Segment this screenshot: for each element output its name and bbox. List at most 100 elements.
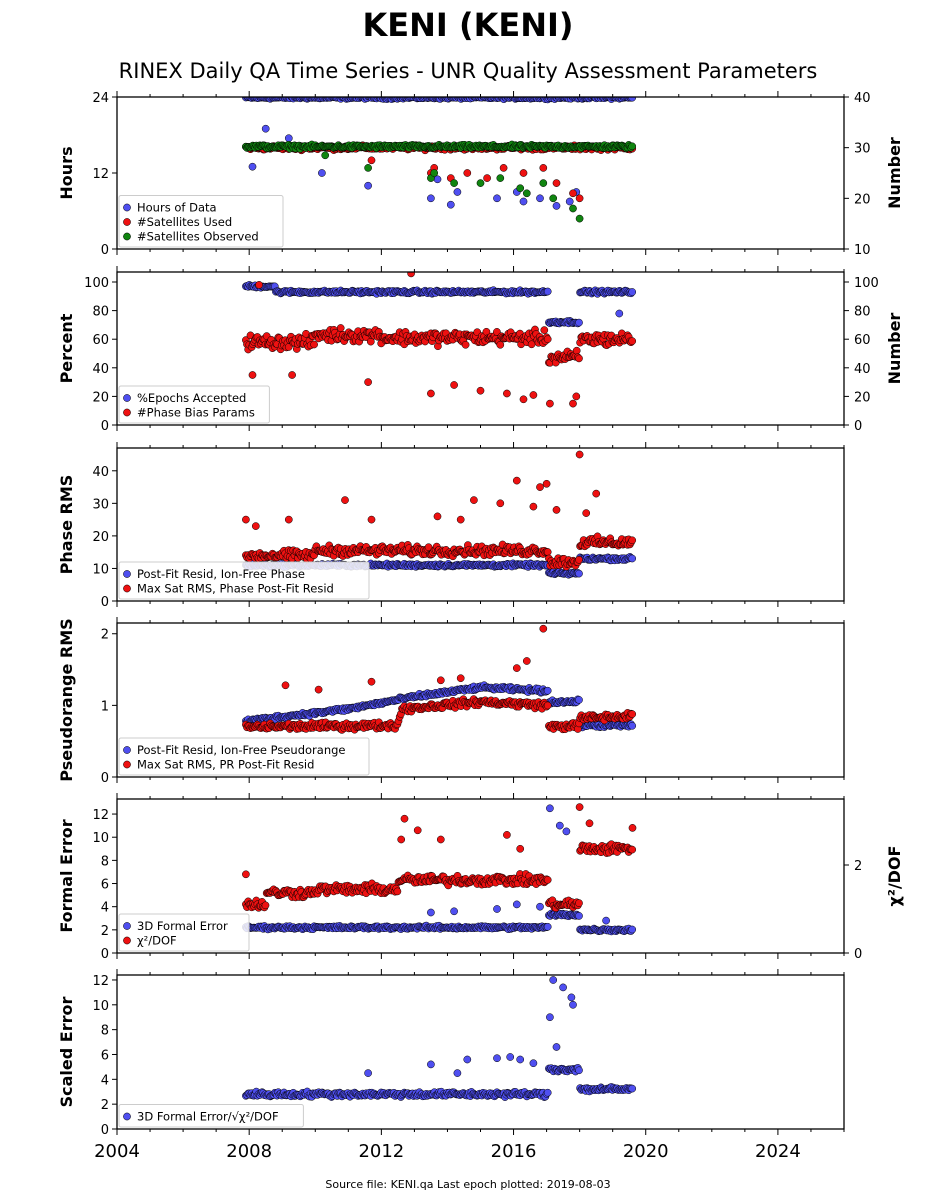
x-tick-label: 2024	[755, 1141, 801, 1162]
x-tick-label: 2008	[226, 1141, 272, 1162]
x-tick-label: 2016	[491, 1141, 537, 1162]
data-point-outlier	[503, 389, 511, 398]
y-tick-label: 12	[92, 808, 109, 823]
figure-title: KENI (KENI)	[362, 6, 573, 44]
y-tick-label: 0	[101, 947, 109, 962]
data-point-outlier	[552, 179, 561, 187]
y-right-tick-label: 100	[854, 276, 879, 291]
x-tick-label: 2020	[623, 1141, 669, 1162]
panel-6: 2004 2008 2012 2016 2020 2024 0 2 4 6 8 10 12 Scaled …	[57, 969, 845, 1162]
y-tick-label: 40	[92, 465, 109, 480]
data-point-outlier	[364, 1069, 372, 1077]
y-axis-label: Phase RMS	[57, 475, 76, 575]
data-point-outlier	[572, 392, 581, 401]
legend-box	[118, 1104, 304, 1128]
data-point	[543, 1088, 552, 1097]
data-point	[575, 569, 583, 578]
data-point-outlier	[436, 835, 445, 844]
y-tick-label: 4	[101, 1073, 109, 1088]
data-point-outlier	[318, 169, 326, 177]
data-point-outlier	[314, 685, 323, 694]
legend-marker	[123, 584, 131, 593]
legend-label: #Phase Bias Params	[137, 406, 255, 420]
data-point-outlier	[536, 483, 544, 491]
data-point-outlier	[549, 976, 558, 984]
data-point-outlier	[433, 175, 442, 184]
panel-3-points	[242, 450, 637, 579]
data-point-outlier	[575, 803, 584, 811]
data-point-outlier	[450, 381, 458, 389]
data-point	[543, 686, 552, 695]
data-point-outlier	[453, 1069, 462, 1077]
legend-marker	[123, 394, 131, 402]
y-tick-label: 2	[101, 628, 109, 643]
data-point-outlier	[493, 194, 501, 203]
data-point-outlier	[536, 194, 544, 203]
y-tick-label: 8	[101, 854, 109, 869]
data-point-outlier	[456, 515, 465, 524]
series-1-3	[242, 140, 637, 223]
data-point-outlier	[569, 189, 577, 198]
data-point-outlier	[364, 164, 372, 172]
data-point-outlier	[516, 844, 525, 853]
data-point-outlier	[288, 371, 296, 379]
x-tick-label: 2012	[358, 1141, 404, 1162]
data-point-outlier	[470, 496, 478, 504]
y-tick-label: 20	[92, 390, 109, 405]
legend-2: %Epochs Accepted#Phase Bias Params	[118, 385, 270, 424]
legend-marker	[123, 218, 131, 226]
data-point-outlier	[559, 983, 567, 992]
legend-marker	[123, 203, 131, 212]
y-tick-label: 0	[101, 771, 109, 786]
data-point-outlier	[552, 202, 561, 210]
data-point-outlier	[496, 499, 505, 508]
data-point-outlier	[506, 1053, 515, 1061]
data-point-outlier	[512, 900, 521, 909]
data-point-outlier	[261, 124, 270, 133]
y-tick-label: 6	[101, 1048, 109, 1063]
series-5-1	[242, 804, 637, 936]
legend-label: #Satellites Observed	[137, 230, 259, 244]
data-point-outlier	[413, 826, 422, 835]
data-point-outlier	[450, 907, 458, 916]
panel-4-points	[242, 624, 637, 734]
data-point	[575, 1066, 583, 1075]
data-point	[543, 335, 552, 344]
data-point-outlier	[242, 870, 250, 879]
data-point-outlier	[529, 502, 538, 511]
data-point-outlier	[562, 827, 571, 836]
legend-label: Max Sat RMS, PR Post-Fit Resid	[137, 758, 314, 772]
legend-6: 3D Formal Error/√χ²/DOF	[118, 1104, 304, 1128]
y-tick-label: 0	[101, 1123, 109, 1138]
series-1-1	[242, 97, 637, 210]
y-tick-label: 4	[101, 901, 109, 916]
data-point-outlier	[367, 677, 376, 686]
data-point	[628, 288, 637, 296]
data-point	[628, 554, 637, 563]
y-right-tick-label: 40	[854, 362, 871, 377]
data-point-outlier	[503, 831, 511, 839]
y-right-tick-label: 20	[854, 192, 871, 207]
data-point-outlier	[539, 624, 548, 633]
series-2-2	[242, 272, 637, 408]
data-point	[572, 346, 581, 355]
data-point-outlier	[427, 908, 435, 917]
data-point-outlier	[427, 1060, 435, 1069]
panel-1-points	[242, 97, 637, 223]
data-point-outlier	[516, 1055, 525, 1064]
y-right-tick-label: 40	[854, 91, 871, 106]
data-point-outlier	[436, 676, 445, 685]
panel-4: 0 1 2 Pseudorange RMS Post-Fit Resid, Ion-Fr…	[57, 617, 845, 786]
legend-box	[118, 195, 284, 248]
data-point-outlier	[281, 681, 290, 690]
y-tick-label: 60	[92, 333, 109, 348]
y-tick-label: 12	[92, 974, 109, 989]
data-point-outlier	[407, 272, 415, 278]
data-point-outlier	[567, 993, 576, 1002]
data-point-outlier	[539, 164, 548, 172]
data-point-outlier	[476, 386, 485, 395]
data-point-outlier	[242, 515, 250, 524]
data-point-outlier	[519, 169, 528, 177]
data-point-outlier	[430, 169, 439, 177]
